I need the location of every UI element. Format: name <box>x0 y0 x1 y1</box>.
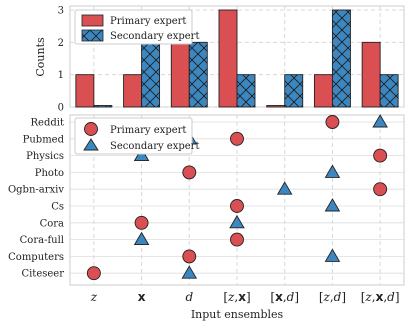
x-tick-label-5: [z,d] <box>319 290 346 304</box>
bar-y-tick-label: 3 <box>58 6 64 17</box>
scatter-chart-legend: Primary expert Secondary expert <box>75 118 199 154</box>
dataset-label-2: Physics <box>26 151 64 162</box>
secondary-point-Citeseer <box>182 266 196 278</box>
primary-point-Cora-full <box>231 233 244 246</box>
bar-legend-secondary-hatch <box>82 30 103 41</box>
secondary-bar-hatch-0 <box>94 106 112 108</box>
dataset-label-8: Computers <box>8 252 64 263</box>
dataset-label-5: Cs <box>51 202 64 213</box>
x-tick-label-2: d <box>185 290 193 304</box>
bar-legend-secondary-label: Secondary expert <box>110 31 199 42</box>
primary-bar-2 <box>171 42 189 107</box>
scatter-legend-primary-marker <box>85 123 98 136</box>
dataset-label-9: Citeseer <box>21 269 64 280</box>
dataset-label-0: Reddit <box>31 118 64 129</box>
secondary-point-Photo <box>325 165 339 177</box>
secondary-point-Reddit <box>373 115 387 127</box>
bar-legend-primary-label: Primary expert <box>110 16 186 27</box>
secondary-point-Ogbn-arxiv <box>278 182 292 194</box>
x-tick-label-3: [z,x] <box>223 290 250 304</box>
secondary-bar-hatch-3 <box>237 75 255 107</box>
primary-point-Cora <box>135 216 148 229</box>
primary-point-Ogbn-arxiv <box>374 183 387 196</box>
dataset-label-1: Pubmed <box>23 134 65 145</box>
secondary-bar-hatch-4 <box>285 75 303 107</box>
secondary-bar-hatch-6 <box>380 75 398 107</box>
dataset-label-3: Photo <box>35 168 64 179</box>
scatter-legend-primary-label: Primary expert <box>110 125 186 136</box>
scatter-chart-panel: Reddit Pubmed Physics Photo Ogbn-arxiv Cs Cora… <box>8 115 404 321</box>
dataset-label-4: Ogbn-arxiv <box>8 185 64 196</box>
scatter-chart-y-ticks: Reddit Pubmed Physics Photo Ogbn-arxiv Cs Cora… <box>8 118 65 280</box>
x-tick-label-0: z <box>90 290 98 304</box>
x-tick-label-4: [x,d] <box>270 290 299 304</box>
bar-chart-y-ticks: 0 1 2 3 <box>58 6 64 114</box>
bar-legend-primary-swatch <box>82 15 103 26</box>
secondary-point-Cora-full <box>135 233 149 245</box>
bar-y-tick-label: 0 <box>58 103 64 114</box>
bar-chart-y-label: Counts <box>34 37 47 77</box>
primary-point-Physics <box>374 149 387 162</box>
secondary-bar-hatch-1 <box>142 42 160 107</box>
bar-chart-panel: 0 1 2 3 Counts Primary expert Secondary exp… <box>34 6 404 114</box>
primary-point-Citeseer <box>87 267 100 280</box>
primary-bar-3 <box>219 10 237 107</box>
primary-bar-1 <box>124 75 142 107</box>
bar-y-tick-label: 1 <box>58 70 64 81</box>
secondary-point-Computers <box>325 249 339 261</box>
bar-y-tick-label: 2 <box>58 38 64 49</box>
primary-point-Reddit <box>326 116 339 129</box>
primary-bar-0 <box>76 75 94 107</box>
x-tick-label-6: [z,x,d] <box>361 290 400 304</box>
dataset-label-7: Cora-full <box>20 235 64 246</box>
primary-bar-5 <box>314 75 332 107</box>
primary-bar-4 <box>267 106 285 108</box>
x-tick-label-1: x <box>138 290 146 304</box>
scatter-chart-x-label: Input ensembles <box>191 308 284 321</box>
primary-point-Cs <box>231 200 244 213</box>
secondary-bar-hatch-2 <box>189 42 207 107</box>
scatter-chart-x-ticks: z x d [z,x] [x,d] [z,d] [z,x,d] <box>90 290 400 304</box>
scatter-legend-secondary-label: Secondary expert <box>110 141 199 152</box>
secondary-point-Cs <box>325 199 339 211</box>
secondary-point-Cora <box>230 216 244 228</box>
dataset-label-6: Cora <box>40 218 64 229</box>
primary-bar-6 <box>362 42 380 107</box>
primary-point-Photo <box>183 166 196 179</box>
primary-point-Computers <box>183 250 196 263</box>
primary-point-Pubmed <box>231 132 244 145</box>
bar-chart-legend: Primary expert Secondary expert <box>75 10 199 44</box>
secondary-bar-hatch-5 <box>332 10 350 107</box>
